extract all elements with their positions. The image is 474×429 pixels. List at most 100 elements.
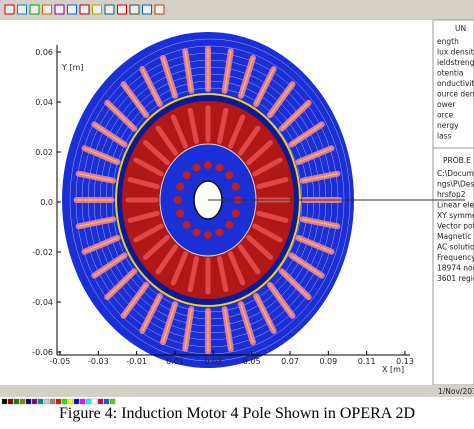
palette-swatch xyxy=(61,398,68,405)
stator-coil xyxy=(78,173,114,182)
palette-swatch xyxy=(49,398,56,405)
problem-item: Vector potent xyxy=(437,222,474,231)
y-tick-label: -0.06 xyxy=(32,348,53,357)
stator-coil xyxy=(255,68,275,105)
status-bar xyxy=(0,385,474,397)
stator-coil xyxy=(269,284,293,317)
units-item: ource dens xyxy=(437,90,474,99)
stator-coil xyxy=(184,309,192,349)
status-text: 1/Nov/2010 xyxy=(438,387,474,396)
palette-swatch xyxy=(67,398,74,405)
palette-swatch xyxy=(109,398,116,405)
core-slot xyxy=(215,163,224,172)
rotor-bar xyxy=(237,125,261,156)
stator-coil xyxy=(291,254,323,277)
stator-coil xyxy=(302,173,338,182)
units-item: orce xyxy=(437,111,454,120)
palette-swatch xyxy=(37,398,44,405)
y-tick-label: 0.06 xyxy=(35,48,53,57)
stator-coil xyxy=(93,254,125,277)
rotor-bar xyxy=(246,234,274,260)
rotor-bar xyxy=(155,125,179,156)
problem-item: Frequency 50 xyxy=(437,253,474,262)
rotor-bar xyxy=(142,140,170,166)
rotor-bar xyxy=(252,157,283,177)
palette-swatch xyxy=(13,398,20,405)
rotor-bar xyxy=(133,223,164,243)
units-item: lux density xyxy=(437,48,474,57)
units-item: ieldstrength xyxy=(437,58,474,67)
stator-coil xyxy=(141,295,161,332)
units-title: UN xyxy=(455,24,466,33)
tool-icon xyxy=(79,4,90,15)
caption: Figure 4: Induction Motor 4 Pole Shown i… xyxy=(59,405,415,422)
stator-coil xyxy=(240,304,254,343)
core-slot xyxy=(174,196,182,204)
y-tick-label: -0.02 xyxy=(32,248,53,257)
x-tick-label: 0.03 xyxy=(204,357,222,366)
units-item: onductivity xyxy=(437,79,474,88)
rotor-bar xyxy=(187,107,199,145)
x-tick-label: 0.07 xyxy=(281,357,299,366)
core-slot xyxy=(231,209,240,218)
stator-coil xyxy=(281,102,310,130)
units-item: nergy xyxy=(437,121,459,130)
tool-icon xyxy=(142,4,152,15)
y-tick-label: 0.04 xyxy=(35,98,53,107)
color-palette xyxy=(1,398,116,405)
x-tick-label: 0.01 xyxy=(166,357,184,366)
rotor-bar xyxy=(252,223,283,243)
palette-swatch xyxy=(79,398,86,405)
palette-swatch xyxy=(91,398,98,405)
rotor-bar xyxy=(187,255,199,293)
x-tick-label: 0.13 xyxy=(396,357,414,366)
tool-icon xyxy=(154,4,165,15)
tool-icon xyxy=(104,4,115,15)
palette-swatch xyxy=(25,398,32,405)
axis-ticks: 0.06 0.04 0.02 0.0 -0.02 -0.04 -0.06-0.05 -0.03… xyxy=(32,48,414,366)
rotor-bar xyxy=(170,114,188,149)
palette-swatch xyxy=(19,398,26,405)
core-slot xyxy=(192,163,201,172)
problem-item: Magnetic fiel xyxy=(437,232,474,241)
y-tick-label: -0.04 xyxy=(32,298,53,307)
problem-item: ngs\P\Des xyxy=(437,180,474,189)
problem-item: Linear eleme xyxy=(437,201,474,210)
stator-coil xyxy=(84,237,118,253)
rotor-bar xyxy=(256,177,289,190)
rotor-bar xyxy=(127,177,160,190)
rotor-bar xyxy=(217,107,229,145)
stator-coil xyxy=(298,237,332,253)
x-tick-label: 0.09 xyxy=(319,357,337,366)
stator-coil xyxy=(123,83,147,116)
tool-icon xyxy=(17,4,27,15)
stator-coil xyxy=(84,147,118,163)
stator-coil xyxy=(106,102,135,130)
core-slot xyxy=(225,171,234,180)
motor-model xyxy=(62,32,465,368)
tool-icon xyxy=(92,4,102,15)
rotor-bar xyxy=(127,210,160,223)
core-slot xyxy=(182,220,191,229)
units-item: otentia xyxy=(437,69,464,78)
x-tick-label: 0.05 xyxy=(243,357,261,366)
stator-coil xyxy=(78,218,114,227)
palette-swatch xyxy=(97,398,104,405)
y-tick-label: 0.02 xyxy=(35,148,53,157)
rotor-bar xyxy=(155,244,179,275)
rotor-bar xyxy=(133,157,164,177)
problem-item: AC solution xyxy=(437,243,474,252)
palette-swatch xyxy=(103,398,110,405)
rotor-bar xyxy=(217,255,229,293)
core-slot xyxy=(215,228,224,237)
x-tick-label: 0.11 xyxy=(358,357,376,366)
tool-icon xyxy=(4,4,15,15)
tool-icon xyxy=(54,4,65,15)
x-tick-label: -0.03 xyxy=(88,357,109,366)
palette-swatch xyxy=(55,398,62,405)
stator-coil xyxy=(123,284,147,317)
core-slot xyxy=(225,220,234,229)
x-tick-label: -0.01 xyxy=(126,357,147,366)
tool-icon xyxy=(42,4,52,15)
units-item: lass xyxy=(437,132,452,141)
